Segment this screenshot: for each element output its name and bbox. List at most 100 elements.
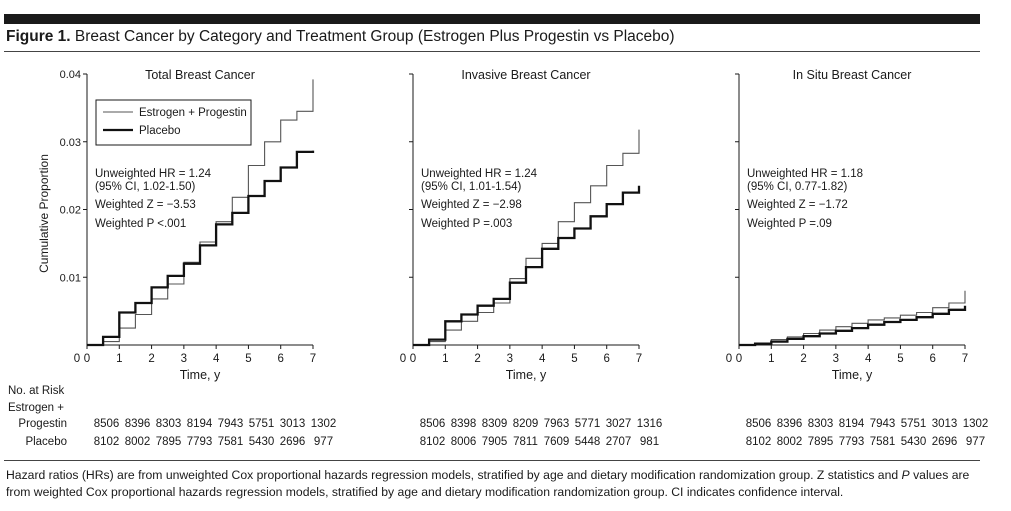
series-line-estrogen	[87, 79, 314, 346]
stat-line: Weighted P =.003	[421, 218, 512, 230]
x-tick-label: 0	[736, 353, 742, 365]
stat-line: (95% CI, 0.77-1.82)	[747, 181, 848, 193]
at-risk-value: 5751	[901, 418, 927, 430]
stat-line: Weighted Z = −1.72	[747, 199, 848, 211]
at-risk-value: 2707	[606, 436, 632, 448]
y-tick-label: 0.03	[60, 137, 81, 149]
at-risk-value: 8194	[187, 418, 213, 430]
at-risk-value: 7943	[218, 418, 244, 430]
x-tick-label-origin: 0	[400, 353, 406, 365]
x-tick-label: 7	[962, 353, 968, 365]
stat-line: Weighted P =.09	[747, 218, 832, 230]
footnote-text-1: Hazard ratios (HRs) are from unweighted …	[6, 468, 902, 482]
at-risk-value: 8506	[94, 418, 120, 430]
x-axis-label: Time, y	[506, 368, 547, 382]
series-line-placebo	[739, 305, 967, 347]
stat-line: Weighted Z = −2.98	[421, 199, 522, 211]
stat-line: (95% CI, 1.01-1.54)	[421, 181, 522, 193]
panel-title: In Situ Breast Cancer	[793, 68, 912, 82]
at-risk-value: 8396	[125, 418, 151, 430]
x-tick-label: 2	[474, 353, 480, 365]
stat-line: Weighted P <.001	[95, 218, 186, 230]
panel-title: Invasive Breast Cancer	[461, 68, 590, 82]
x-tick-label: 2	[800, 353, 806, 365]
risk-table-header: No. at Risk	[8, 385, 64, 397]
stat-line: Unweighted HR = 1.24	[95, 168, 212, 180]
x-tick-label: 1	[116, 353, 122, 365]
at-risk-value: 1316	[637, 418, 663, 430]
at-risk-value: 7609	[544, 436, 570, 448]
stat-line: Unweighted HR = 1.18	[747, 168, 863, 180]
series-line-estrogen	[739, 290, 966, 346]
x-tick-label: 5	[245, 353, 251, 365]
figure-title-text: Breast Cancer by Category and Treatment …	[74, 28, 675, 45]
x-tick-label: 4	[865, 353, 872, 365]
at-risk-value: 7581	[870, 436, 896, 448]
at-risk-value: 1302	[311, 418, 337, 430]
footnote-rule	[4, 460, 980, 461]
x-tick-label: 4	[539, 353, 546, 365]
title-rule	[4, 51, 980, 52]
stat-line: Weighted Z = −3.53	[95, 199, 196, 211]
x-tick-label: 5	[571, 353, 577, 365]
at-risk-value: 8303	[156, 418, 182, 430]
at-risk-value: 8506	[420, 418, 446, 430]
x-axis-label: Time, y	[180, 368, 221, 382]
x-tick-label: 7	[310, 353, 316, 365]
at-risk-value: 3013	[932, 418, 958, 430]
x-tick-label: 1	[768, 353, 774, 365]
at-risk-value: 981	[640, 436, 659, 448]
at-risk-value: 7811	[513, 436, 538, 448]
figure-top-bar	[4, 14, 980, 24]
at-risk-value: 7895	[156, 436, 182, 448]
x-tick-label: 4	[213, 353, 220, 365]
at-risk-value: 977	[966, 436, 985, 448]
stat-line: (95% CI, 1.02-1.50)	[95, 181, 196, 193]
at-risk-value: 7581	[218, 436, 244, 448]
figure-title: Figure 1. Breast Cancer by Category and …	[6, 28, 675, 46]
at-risk-value: 8102	[94, 436, 120, 448]
at-risk-value: 8209	[513, 418, 539, 430]
at-risk-value: 8102	[746, 436, 772, 448]
legend-label-placebo: Placebo	[139, 125, 181, 137]
at-risk-value: 7943	[870, 418, 896, 430]
at-risk-value: 7793	[839, 436, 865, 448]
at-risk-value: 3013	[280, 418, 306, 430]
at-risk-value: 5751	[249, 418, 275, 430]
at-risk-value: 2696	[280, 436, 306, 448]
at-risk-value: 5448	[575, 436, 601, 448]
x-tick-label-origin: 0	[74, 353, 80, 365]
at-risk-value: 7963	[544, 418, 570, 430]
at-risk-value: 3027	[606, 418, 632, 430]
legend-label-estrogen: Estrogen + Progestin	[139, 107, 247, 119]
y-tick-label: 0.02	[60, 205, 81, 217]
series-line-placebo	[87, 150, 315, 347]
panel-title: Total Breast Cancer	[145, 68, 255, 82]
x-tick-label: 0	[84, 353, 90, 365]
series-line-placebo	[413, 185, 641, 347]
at-risk-value: 1302	[963, 418, 989, 430]
y-axis-label: Cumulative Proportion	[37, 154, 51, 273]
x-tick-label: 2	[148, 353, 154, 365]
at-risk-value: 7905	[482, 436, 508, 448]
at-risk-value: 8309	[482, 418, 508, 430]
risk-row-label-estrogen-1: Estrogen +	[8, 402, 64, 414]
x-tick-label: 3	[181, 353, 187, 365]
at-risk-value: 5430	[249, 436, 275, 448]
y-tick-label: 0.04	[60, 69, 81, 81]
at-risk-value: 5430	[901, 436, 927, 448]
at-risk-value: 8194	[839, 418, 865, 430]
at-risk-value: 8002	[777, 436, 803, 448]
stat-line: Unweighted HR = 1.24	[421, 168, 538, 180]
risk-row-label-placebo: Placebo	[25, 436, 67, 448]
x-tick-label: 6	[604, 353, 610, 365]
x-tick-label: 3	[833, 353, 839, 365]
series-line-estrogen	[413, 129, 640, 346]
legend-box	[95, 99, 252, 146]
at-risk-value: 8006	[451, 436, 477, 448]
footnote-text-2: values are from weighted Cox proportiona…	[6, 468, 970, 499]
at-risk-value: 7793	[187, 436, 213, 448]
at-risk-value: 8102	[420, 436, 446, 448]
at-risk-value: 5771	[575, 418, 601, 430]
